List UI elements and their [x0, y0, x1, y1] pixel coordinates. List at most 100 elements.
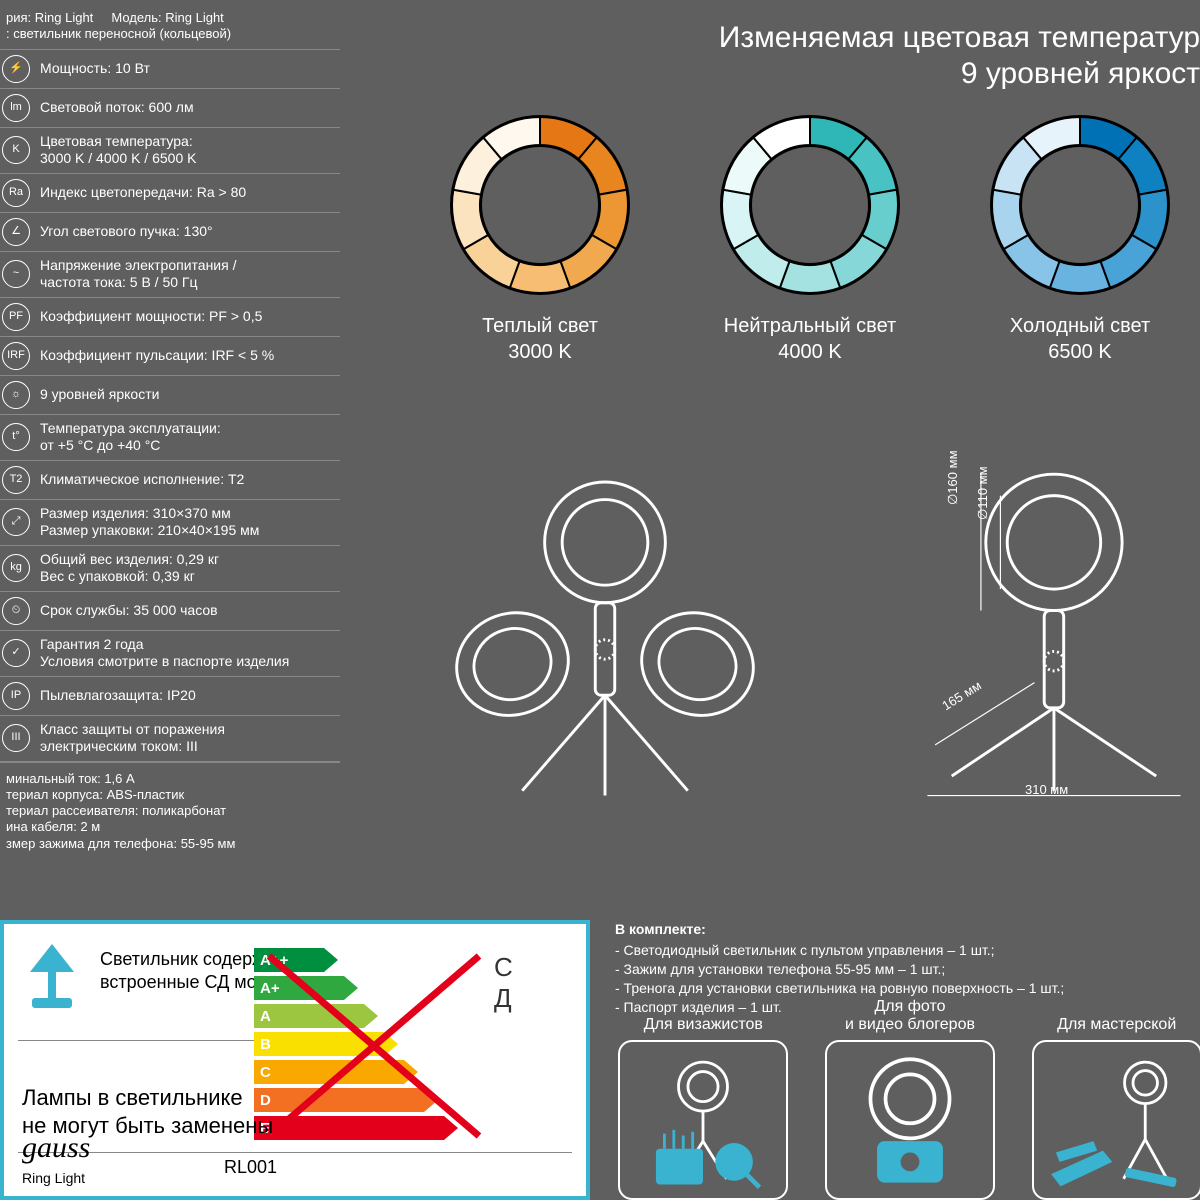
energy-brand: gauss Ring Light	[22, 1135, 90, 1186]
spec-icon: ☼	[2, 381, 30, 409]
spec-row: t° Температура эксплуатации:от +5 °С до …	[0, 414, 340, 460]
kit-item: - Светодиодный светильник с пультом упра…	[615, 941, 1195, 960]
energy-side-letters: СД	[494, 952, 513, 1014]
tile-box	[1032, 1040, 1200, 1200]
spec-row: IRF Коэффициент пульсации: IRF < 5 %	[0, 336, 340, 375]
spec-row: ⏲ Срок службы: 35 000 часов	[0, 591, 340, 630]
dim-outer: ∅160 мм	[945, 450, 961, 505]
energy-classes: A++ A+ A B C D E	[254, 944, 574, 1149]
dim-base: 310 мм	[1025, 782, 1068, 797]
spec-icon: t°	[2, 423, 30, 451]
spec-row: IP Пылевлагозащита: IP20	[0, 676, 340, 715]
spec-icon: ∠	[2, 218, 30, 246]
use-tile: Для мастерской	[1028, 992, 1200, 1200]
ring-label: Нейтральный свет4000 K	[690, 313, 930, 365]
spec-row: Ra Индекс цветопередачи: Ra > 80	[0, 173, 340, 212]
spec-text: Напряжение электропитания /частота тока:…	[40, 257, 340, 292]
spec-icon: lm	[2, 94, 30, 122]
tile-label: Для фотои видео блогеров	[822, 992, 999, 1034]
spec-row: lm Световой поток: 600 лм	[0, 88, 340, 127]
ring-icon	[985, 110, 1175, 300]
spec-icon: kg	[2, 554, 30, 582]
energy-label: Светильник содержитвстроенные СД модули …	[0, 920, 590, 1200]
spec-icon: ⏲	[2, 597, 30, 625]
spec-text: Размер изделия: 310×370 ммРазмер упаковк…	[40, 505, 340, 540]
spec-icon: IRF	[2, 342, 30, 370]
spec-text: Климатическое исполнение: Т2	[40, 471, 340, 489]
tile-icon	[1037, 1045, 1197, 1195]
dim-inner: ∅110 мм	[975, 466, 991, 520]
spec-text: Срок службы: 35 000 часов	[40, 602, 340, 620]
tile-icon	[623, 1045, 783, 1195]
type-label: : светильник переносной (кольцевой)	[6, 26, 231, 41]
spec-icon: K	[2, 136, 30, 164]
svg-text:A: A	[260, 1008, 271, 1025]
headline: Изменяемая цветовая температур 9 уровней…	[719, 20, 1200, 92]
diagram-usage	[420, 450, 790, 810]
spec-icon: Ra	[2, 179, 30, 207]
spec-icon: ✓	[2, 639, 30, 667]
spec-text: Мощность: 10 Вт	[40, 60, 340, 78]
spec-icon: ~	[2, 260, 30, 288]
spec-text: Пылевлагозащита: IP20	[40, 687, 340, 705]
spec-icon: IP	[2, 682, 30, 710]
spec-footer: минальный ток: 1,6 Aтериал корпуса: ABS-…	[0, 762, 340, 852]
tile-box	[825, 1040, 995, 1200]
spec-text: Гарантия 2 годаУсловия смотрите в паспор…	[40, 636, 340, 671]
spec-icon: ⤢	[2, 508, 30, 536]
spec-header: рия: Ring Light Модель: Ring Light : све…	[0, 10, 340, 49]
headline-l2: 9 уровней яркост	[719, 56, 1200, 92]
spec-text: Класс защиты от пораженияэлектрическим т…	[40, 721, 340, 756]
kit-title: В комплекте:	[615, 920, 1195, 939]
ring-icon	[445, 110, 635, 300]
spec-row: ⤢ Размер изделия: 310×370 ммРазмер упако…	[0, 499, 340, 545]
spec-row: PF Коэффициент мощности: PF > 0,5	[0, 297, 340, 336]
tile-icon	[830, 1045, 990, 1195]
tile-label: Для визажистов	[615, 992, 792, 1034]
spec-row: ∠ Угол светового пучка: 130°	[0, 212, 340, 251]
ring-block: Нейтральный свет4000 K	[690, 110, 930, 365]
product-diagrams: ∅160 мм ∅110 мм 165 мм 310 мм	[420, 450, 1200, 810]
ring-icon	[715, 110, 905, 300]
headline-l1: Изменяемая цветовая температур	[719, 20, 1200, 56]
spec-text: Угол светового пучка: 130°	[40, 223, 340, 241]
svg-text:A+: A+	[260, 980, 280, 997]
use-tiles: Для визажистов Для фотои видео блогеров …	[615, 992, 1200, 1200]
spec-row: ☼ 9 уровней яркости	[0, 375, 340, 414]
svg-text:B: B	[260, 1036, 271, 1053]
model-label: Модель: Ring Light	[111, 10, 223, 25]
spec-text: 9 уровней яркости	[40, 386, 340, 404]
ring-block: Теплый свет3000 K	[420, 110, 660, 365]
spec-row: ⚡ Мощность: 10 Вт	[0, 49, 340, 88]
spec-text: Световой поток: 600 лм	[40, 99, 340, 117]
kit-item: - Зажим для установки телефона 55-95 мм …	[615, 960, 1195, 979]
svg-text:C: C	[260, 1064, 271, 1081]
energy-model: RL001	[224, 1157, 277, 1178]
diagram-dimensions: ∅160 мм ∅110 мм 165 мм 310 мм	[830, 450, 1200, 810]
ring-block: Холодный свет6500 K	[960, 110, 1200, 365]
spec-icon: T2	[2, 466, 30, 494]
spec-row: T2 Климатическое исполнение: Т2	[0, 460, 340, 499]
spec-text: Температура эксплуатации:от +5 °С до +40…	[40, 420, 340, 455]
lamp-icon	[22, 942, 82, 1014]
spec-text: Общий вес изделия: 0,29 кгВес с упаковко…	[40, 551, 340, 586]
spec-row: ✓ Гарантия 2 годаУсловия смотрите в пасп…	[0, 630, 340, 676]
spec-row: ~ Напряжение электропитания /частота ток…	[0, 251, 340, 297]
ring-label: Теплый свет3000 K	[420, 313, 660, 365]
spec-row: III Класс защиты от пораженияэлектрическ…	[0, 715, 340, 762]
spec-icon: III	[2, 724, 30, 752]
spec-text: Коэффициент мощности: PF > 0,5	[40, 308, 340, 326]
spec-icon: PF	[2, 303, 30, 331]
series-label: рия: Ring Light	[6, 10, 93, 25]
spec-text: Индекс цветопередачи: Ra > 80	[40, 184, 340, 202]
spec-column: рия: Ring Light Модель: Ring Light : све…	[0, 10, 340, 852]
tile-label: Для мастерской	[1028, 992, 1200, 1034]
spec-row: K Цветовая температура:3000 K / 4000 K /…	[0, 127, 340, 173]
use-tile: Для визажистов	[615, 992, 792, 1200]
tile-box	[618, 1040, 788, 1200]
spec-row: kg Общий вес изделия: 0,29 кгВес с упако…	[0, 545, 340, 591]
spec-text: Коэффициент пульсации: IRF < 5 %	[40, 347, 340, 365]
use-tile: Для фотои видео блогеров	[822, 992, 999, 1200]
spec-icon: ⚡	[2, 55, 30, 83]
color-rings: Теплый свет3000 K Нейтральный свет4000 K…	[420, 110, 1200, 365]
